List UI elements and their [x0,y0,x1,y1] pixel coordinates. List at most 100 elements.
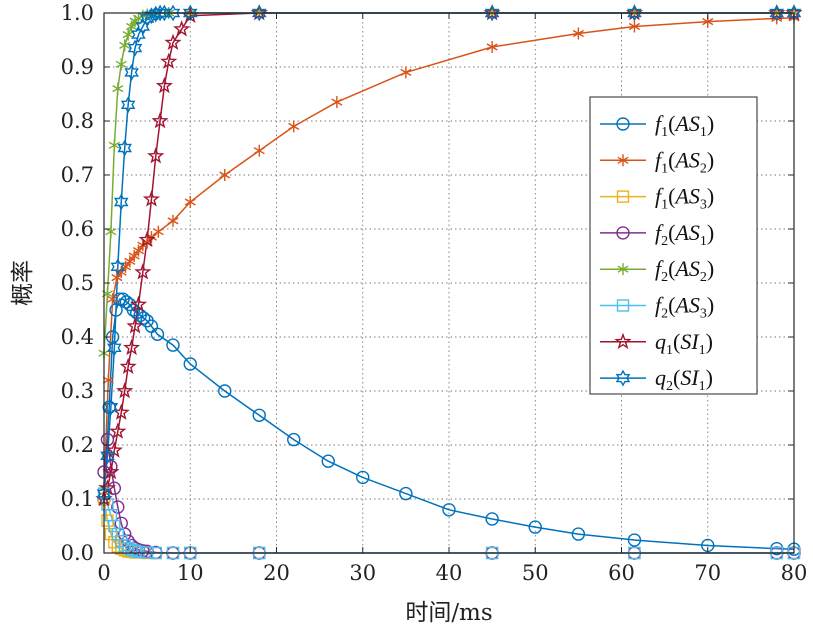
data-point [98,479,117,496]
legend-subscript: 3 [700,198,707,213]
data-point [100,447,115,465]
data-point [399,486,413,501]
data-point [121,534,135,548]
data-point [252,408,266,422]
legend-text-part: f [655,147,664,172]
data-point [134,263,152,280]
y-tick-label: 0.7 [61,163,94,187]
legend-swatch-marker [617,263,629,276]
y-axis-title: 概率 [10,260,36,306]
legend-text-part: ( [668,293,675,318]
data-point [109,422,127,439]
data-point [136,311,151,325]
legend-text-part: f [655,256,664,281]
data-point [442,503,456,517]
legend-text-part: ) [707,147,714,172]
legend-swatch-marker [614,332,632,350]
x-tick-label: 40 [436,561,463,585]
legend-text-part: q [655,365,666,390]
data-point [628,20,640,33]
data-point [107,339,122,357]
data-point [160,52,178,69]
data-point [115,58,127,71]
data-point [167,214,179,227]
data-point [166,338,180,352]
legend-entry: f2(AS1) [655,220,714,249]
y-tick-label: 0.8 [61,109,94,133]
data-point [102,374,114,387]
data-point [112,82,124,95]
data-point [147,147,165,164]
legend-text-part: ) [707,256,714,281]
data-point [139,9,155,27]
data-point [132,244,145,257]
legend-swatch-marker [616,117,630,131]
x-tick-label: 80 [781,561,808,585]
data-point [100,432,115,447]
data-point [116,381,134,399]
legend-entry: f1(AS1) [655,111,714,140]
legend-subscript: 2 [661,270,668,285]
data-point [144,7,159,25]
data-point [183,357,197,371]
data-point [572,27,584,40]
legend: f1(AS1)f1(AS2)f1(AS3)f2(AS1)f2(AS2)f2(AS… [589,96,758,395]
x-axis-title: 时间/ms [405,600,492,626]
legend-swatch-marker [616,226,630,240]
data-point [104,459,118,474]
legend-box [589,96,758,395]
data-point [486,41,498,54]
data-point [124,255,136,268]
data-point [104,527,118,541]
data-point [173,20,191,37]
data-point [128,250,140,262]
data-point [105,441,123,458]
data-point [124,63,139,81]
legend-text-part: AS [673,147,699,172]
data-point [122,28,134,41]
data-point [253,144,265,157]
data-point [164,33,182,51]
data-point [120,96,136,114]
series-markers-7 [96,4,802,503]
legend-text-part: ( [668,220,675,245]
data-point [251,4,267,22]
legend-text-part: AS [673,184,699,209]
data-point [219,169,231,181]
data-point [111,500,125,514]
legend-text-part: ) [707,220,714,245]
legend-text-part: ) [707,184,714,209]
data-point [484,4,500,22]
legend-text-part: SI [680,329,700,354]
legend-text-part: ( [673,365,680,390]
legend-text-part: q [655,329,666,354]
data-point [287,432,301,447]
x-tick-label: 70 [694,561,721,585]
data-point [321,454,335,468]
legend-text-part: ( [668,256,675,281]
data-point [107,293,119,306]
data-point [528,520,542,534]
legend-entry: f2(AS3) [655,293,714,322]
legend-text-part: AS [673,220,699,245]
data-point [218,384,232,398]
data-point [103,398,119,416]
legend-subscript: 1 [699,343,706,358]
y-tick-labels: 0.0 0.1 0.2 0.3 0.4 0.5 0.6 0.7 0.8 0.9 1.0 [61,1,94,565]
data-point [627,533,642,547]
x-tick-label: 20 [263,561,290,585]
data-point [125,543,138,556]
legend-text-part: ( [668,184,675,209]
data-point [115,534,128,548]
legend-entry: f1(AS2) [655,147,714,176]
legend-text-part: ( [668,147,675,172]
data-point [288,120,300,133]
legend-swatch-marker [617,154,629,167]
data-point [151,111,169,129]
legend-swatch-marker [615,369,631,387]
data-point [119,357,137,375]
y-tick-label: 0.2 [61,433,94,457]
legend-subscript: 1 [661,198,668,213]
data-point [155,76,173,94]
axis-ticks [103,12,795,554]
